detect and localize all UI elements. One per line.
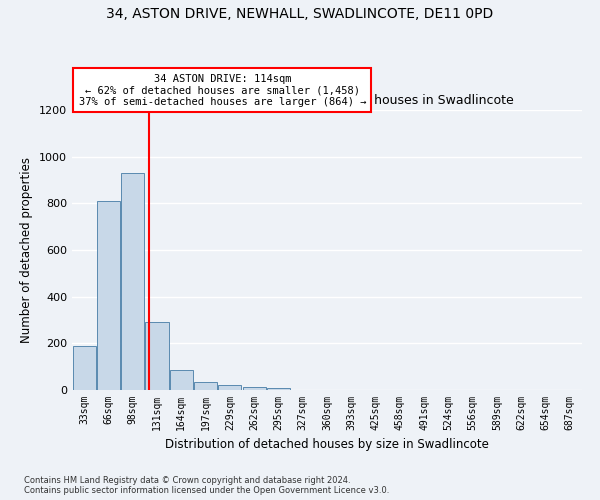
X-axis label: Distribution of detached houses by size in Swadlincote: Distribution of detached houses by size … <box>165 438 489 452</box>
Bar <box>97 201 120 390</box>
Y-axis label: Number of detached properties: Number of detached properties <box>20 157 34 343</box>
Bar <box>267 388 290 390</box>
Bar <box>73 346 95 390</box>
Bar <box>194 382 217 390</box>
Bar <box>145 322 169 390</box>
Text: Contains HM Land Registry data © Crown copyright and database right 2024.
Contai: Contains HM Land Registry data © Crown c… <box>24 476 389 495</box>
Bar <box>218 386 241 390</box>
Text: 34 ASTON DRIVE: 114sqm
← 62% of detached houses are smaller (1,458)
37% of semi-: 34 ASTON DRIVE: 114sqm ← 62% of detached… <box>79 74 366 107</box>
Bar <box>121 173 144 390</box>
Title: Size of property relative to detached houses in Swadlincote: Size of property relative to detached ho… <box>140 94 514 108</box>
Bar <box>170 370 193 390</box>
Text: 34, ASTON DRIVE, NEWHALL, SWADLINCOTE, DE11 0PD: 34, ASTON DRIVE, NEWHALL, SWADLINCOTE, D… <box>106 8 494 22</box>
Bar <box>242 386 266 390</box>
